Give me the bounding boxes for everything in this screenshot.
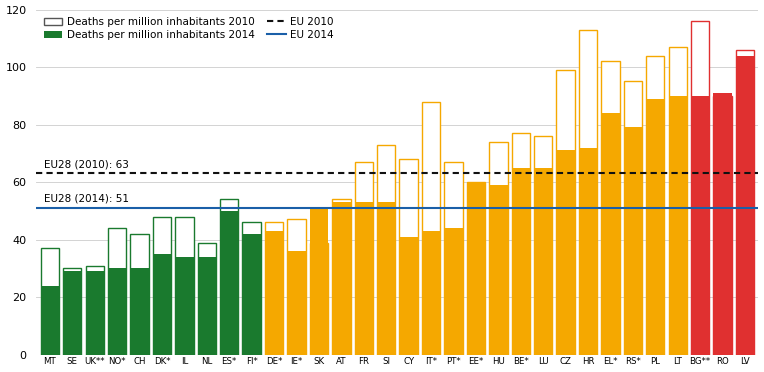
Bar [198,257,216,355]
Bar [489,142,507,355]
Bar [377,202,396,355]
Bar [467,182,485,355]
Bar [736,55,754,355]
Bar [534,168,552,355]
Bar [534,136,552,355]
Bar [309,208,328,355]
Bar [512,168,530,355]
Bar [175,257,193,355]
Bar [153,254,171,355]
Bar [714,93,732,355]
Bar [579,148,597,355]
Bar [131,268,149,355]
Bar [422,102,440,355]
Bar [131,234,149,355]
Bar [175,217,193,355]
Bar [646,99,665,355]
Bar [220,211,238,355]
Bar [354,162,373,355]
Bar [40,286,59,355]
Bar [220,199,238,355]
Bar [354,202,373,355]
Bar [108,268,126,355]
Bar [86,266,104,355]
Bar [400,237,418,355]
Bar [242,234,261,355]
Bar [601,61,620,355]
Bar [623,81,642,355]
Text: EU28 (2014): 51: EU28 (2014): 51 [44,194,128,204]
Bar [309,243,328,355]
Bar [579,30,597,355]
Bar [736,50,754,355]
Bar [714,96,732,355]
Bar [556,70,575,355]
Bar [445,162,463,355]
Bar [377,145,396,355]
Bar [623,128,642,355]
Bar [332,202,351,355]
Bar [108,228,126,355]
Bar [265,231,283,355]
Bar [287,251,306,355]
Bar [512,133,530,355]
Bar [467,182,485,355]
Bar [489,185,507,355]
Bar [86,271,104,355]
Bar [63,268,82,355]
Text: EU28 (2010): 63: EU28 (2010): 63 [44,159,128,169]
Bar [40,248,59,355]
Bar [556,151,575,355]
Bar [691,21,709,355]
Legend: Deaths per million inhabitants 2010, Deaths per million inhabitants 2014, EU 201: Deaths per million inhabitants 2010, Dea… [41,15,335,42]
Bar [265,222,283,355]
Bar [153,217,171,355]
Bar [691,96,709,355]
Bar [646,55,665,355]
Bar [198,243,216,355]
Bar [601,113,620,355]
Bar [445,228,463,355]
Bar [287,219,306,355]
Bar [668,47,687,355]
Bar [422,231,440,355]
Bar [332,199,351,355]
Bar [242,222,261,355]
Bar [400,159,418,355]
Bar [63,271,82,355]
Bar [668,96,687,355]
